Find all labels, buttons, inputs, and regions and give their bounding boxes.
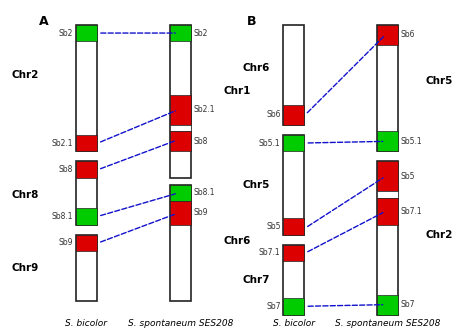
Text: S. bicolor: S. bicolor [273, 319, 315, 328]
Text: Sb8: Sb8 [59, 165, 73, 174]
Bar [377, 25, 398, 45]
Text: Sb2: Sb2 [59, 29, 73, 38]
FancyBboxPatch shape [377, 25, 398, 151]
Text: Sb8: Sb8 [193, 137, 208, 146]
Bar [283, 135, 304, 151]
Text: Sb7.1: Sb7.1 [259, 248, 281, 257]
Text: Sb9: Sb9 [59, 239, 73, 248]
Bar [170, 185, 191, 201]
FancyBboxPatch shape [76, 161, 97, 225]
Text: Sb5.1: Sb5.1 [401, 137, 422, 146]
Text: Sb7: Sb7 [266, 302, 281, 311]
Text: S. spontaneum SES208: S. spontaneum SES208 [128, 319, 233, 328]
Bar [377, 131, 398, 151]
Text: Chr1: Chr1 [223, 86, 251, 96]
Text: Sb2: Sb2 [193, 29, 208, 38]
Bar [76, 135, 97, 151]
Text: Sb8.1: Sb8.1 [52, 212, 73, 221]
FancyBboxPatch shape [283, 245, 304, 314]
Bar [283, 218, 304, 235]
Bar [377, 198, 398, 225]
Text: S. bicolor: S. bicolor [65, 319, 107, 328]
Text: Sb2.1: Sb2.1 [52, 138, 73, 148]
Text: Sb9: Sb9 [193, 208, 208, 217]
FancyBboxPatch shape [377, 161, 398, 314]
Text: Chr2: Chr2 [426, 229, 453, 240]
Text: Sb5.1: Sb5.1 [259, 138, 281, 148]
Bar [76, 25, 97, 41]
FancyBboxPatch shape [283, 135, 304, 235]
Text: Sb6: Sb6 [401, 30, 415, 39]
Text: Sb6: Sb6 [266, 110, 281, 119]
FancyBboxPatch shape [170, 25, 191, 178]
Text: Chr9: Chr9 [11, 263, 38, 273]
Bar [377, 161, 398, 191]
Text: Chr5: Chr5 [242, 180, 270, 190]
Bar [170, 125, 191, 131]
Text: Chr8: Chr8 [11, 190, 39, 200]
Text: A: A [39, 15, 49, 28]
FancyBboxPatch shape [170, 185, 191, 301]
FancyBboxPatch shape [76, 25, 97, 151]
FancyBboxPatch shape [283, 25, 304, 125]
Text: Chr6: Chr6 [223, 236, 251, 246]
Bar [283, 245, 304, 261]
Text: Chr6: Chr6 [242, 63, 270, 73]
Text: Chr7: Chr7 [242, 275, 270, 285]
Text: Sb7.1: Sb7.1 [401, 207, 422, 216]
Text: Chr2: Chr2 [11, 70, 39, 80]
Bar [377, 295, 398, 314]
Text: B: B [246, 15, 256, 28]
Text: Sb8.1: Sb8.1 [193, 188, 215, 198]
Bar [76, 208, 97, 225]
Text: Sb2.1: Sb2.1 [193, 105, 215, 114]
Text: Chr5: Chr5 [426, 76, 453, 86]
Bar [377, 191, 398, 198]
Bar [76, 161, 97, 178]
Bar [76, 235, 97, 251]
Bar [283, 105, 304, 125]
Text: Sb5: Sb5 [266, 222, 281, 231]
Bar [170, 201, 191, 225]
Text: Sb7: Sb7 [401, 300, 415, 309]
Text: Sb5: Sb5 [401, 172, 415, 181]
Text: S. spontaneum SES208: S. spontaneum SES208 [335, 319, 440, 328]
Bar [170, 25, 191, 41]
Bar [170, 95, 191, 125]
FancyBboxPatch shape [76, 235, 97, 301]
Bar [283, 298, 304, 314]
Bar [170, 131, 191, 151]
